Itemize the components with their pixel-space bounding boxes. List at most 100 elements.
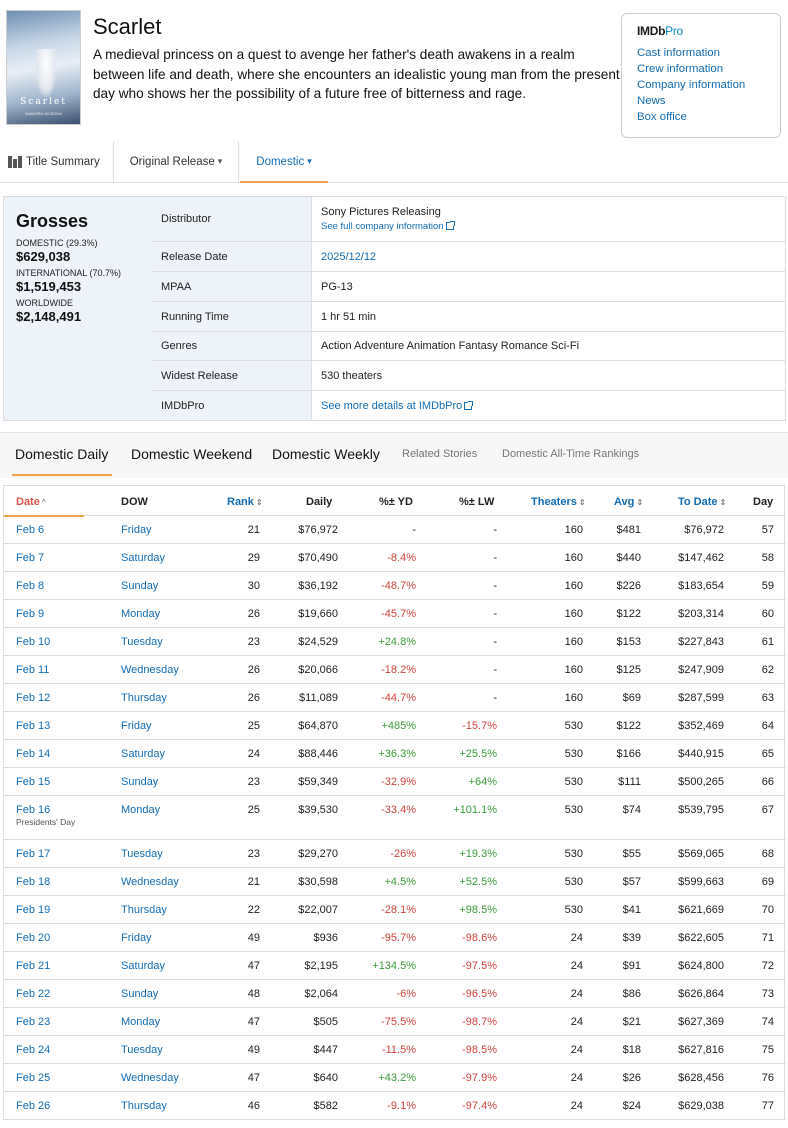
cell-theaters: 160 [564,552,583,564]
cell-dow[interactable]: Wednesday [121,1072,179,1084]
cell-todate: $247,909 [678,664,724,676]
subtab-domestic-weekly[interactable]: Domestic Weekly [272,446,380,462]
detail-value: Action Adventure Animation Fantasy Roman… [312,332,785,360]
cell-date[interactable]: Feb 24 [16,1044,51,1056]
tab-original-release[interactable]: Original Release ▾ [114,141,239,182]
cell-date[interactable]: Feb 15 [16,776,51,788]
subtab-related-stories[interactable]: Related Stories [402,448,478,460]
tab-title-summary[interactable]: Title Summary [8,141,114,182]
cell-date[interactable]: Feb 26 [16,1100,51,1112]
subtab-all-time-rankings[interactable]: Domestic All-Time Rankings [502,448,640,460]
news-link[interactable]: News [637,95,666,107]
cell-date[interactable]: Feb 14 [16,748,51,760]
cell-dow[interactable]: Sunday [121,776,159,788]
subtab-domestic-daily[interactable]: Domestic Daily [11,446,113,476]
crew-information-link[interactable]: Crew information [637,63,724,75]
cell-todate: $500,265 [678,776,724,788]
cell-date[interactable]: Feb 18 [16,876,51,888]
imdbpro-logo[interactable]: IMDbPro [637,24,765,38]
tab-domestic[interactable]: Domestic ▾ [240,141,328,183]
cell-date[interactable]: Feb 11 [16,664,50,676]
cast-information-link[interactable]: Cast information [637,47,720,59]
cell-daily: $39,530 [298,804,338,816]
detail-text: 1 hr 51 min [321,310,377,323]
cell-yd: -32.9% [381,776,416,788]
col-day: Day [753,496,774,508]
cell-date[interactable]: Feb 8 [16,580,45,592]
cell-dow[interactable]: Monday [121,608,161,620]
cell-date[interactable]: Feb 13 [16,720,51,732]
company-information-link[interactable]: Company information [637,79,746,91]
cell-date[interactable]: Feb 6 [16,524,45,536]
cell-date[interactable]: Feb 7 [16,552,45,564]
cell-dow[interactable]: Friday [121,720,152,732]
cell-date[interactable]: Feb 17 [16,848,51,860]
cell-avg: $55 [622,848,641,860]
col-rank[interactable]: Rank ⇕ [227,496,263,508]
detail-text: PG-13 [321,280,353,293]
cell-dow[interactable]: Saturday [121,960,166,972]
cell-theaters: 24 [570,988,583,1000]
cell-day: 62 [761,664,774,676]
cell-todate: $629,038 [678,1100,724,1112]
col-todate[interactable]: To Date ⇕ [678,496,726,508]
cell-date[interactable]: Feb 10 [16,636,51,648]
detail-text: Sony Pictures Releasing [321,206,441,218]
detail-value: PG-13 [312,272,785,301]
cell-dow[interactable]: Thursday [121,692,167,704]
subtab-domestic-weekend[interactable]: Domestic Weekend [131,446,253,462]
cell-date[interactable]: Feb 9 [16,608,45,620]
cell-dow[interactable]: Sunday [121,580,159,592]
table-row: Feb 16 Monday 25 $39,530 -33.4% +101.1% 530 $74… [4,796,786,840]
table-row: Feb 8 Sunday 30 $36,192 -48.7% - 160 $226 $183,6… [4,572,786,600]
cell-todate: $183,654 [678,580,724,592]
cell-lw: +98.5% [459,904,497,916]
cell-dow[interactable]: Thursday [121,904,167,916]
grosses-panel: Grosses DOMESTIC (29.3%) $629,038 INTERN… [4,197,152,420]
detail-link[interactable]: 2025/12/12 [321,250,377,263]
cell-theaters: 530 [564,876,583,888]
box-office-link[interactable]: Box office [637,111,687,123]
table-row: Feb 14 Saturday 24 $88,446 +36.3% +25.5% 530 $1… [4,740,786,768]
cell-dow[interactable]: Friday [121,932,152,944]
cell-dow[interactable]: Saturday [121,552,166,564]
cell-theaters: 160 [564,636,583,648]
table-row: Feb 15 Sunday 23 $59,349 -32.9% +64% 530 $111 $5… [4,768,786,796]
cell-date[interactable]: Feb 22 [16,988,51,1000]
cell-dow[interactable]: Tuesday [121,848,163,860]
cell-date[interactable]: Feb 12 [16,692,51,704]
cell-daily: $20,066 [298,664,338,676]
table-row: Feb 20 Friday 49 $936 -95.7% -98.6% 24 $39 $622,… [4,924,786,952]
cell-dow[interactable]: Thursday [121,1100,167,1112]
cell-dow[interactable]: Tuesday [121,636,163,648]
cell-date[interactable]: Feb 23 [16,1016,51,1028]
cell-lw: -97.9% [462,1072,497,1084]
cell-daily: $505 [313,1016,338,1028]
cell-date[interactable]: Feb 20 [16,932,51,944]
cell-avg: $24 [622,1100,641,1112]
cell-dow[interactable]: Tuesday [121,1044,163,1056]
cell-dow[interactable]: Wednesday [121,664,179,676]
cell-date[interactable]: Feb 21 [16,960,51,972]
cell-dow[interactable]: Friday [121,524,152,536]
detail-link[interactable]: See more details at IMDbPro [321,400,785,412]
cell-dow[interactable]: Saturday [121,748,166,760]
cell-date[interactable]: Feb 16 [16,804,51,816]
col-avg[interactable]: Avg ⇕ [614,496,643,508]
cell-todate: $76,972 [684,524,724,536]
table-header: Date ^ DOW Rank ⇕ Daily %± YD %± LW Theate… [4,486,786,517]
cell-date[interactable]: Feb 19 [16,904,51,916]
detail-row: Widest Release 530 theaters [152,361,785,391]
movie-poster[interactable]: Scarlet MAMORU HOSODA [6,10,81,125]
cell-yd: -48.7% [381,580,416,592]
cell-date[interactable]: Feb 25 [16,1072,51,1084]
cell-rank: 23 [247,848,260,860]
cell-dow[interactable]: Wednesday [121,876,179,888]
company-info-link[interactable]: See full company information [321,221,785,232]
cell-dow[interactable]: Monday [121,1016,161,1028]
col-date[interactable]: Date ^ [4,496,84,517]
col-theaters[interactable]: Theaters ⇕ [531,496,586,508]
cell-theaters: 530 [564,848,583,860]
cell-dow[interactable]: Sunday [121,988,159,1000]
cell-dow[interactable]: Monday [121,804,161,816]
